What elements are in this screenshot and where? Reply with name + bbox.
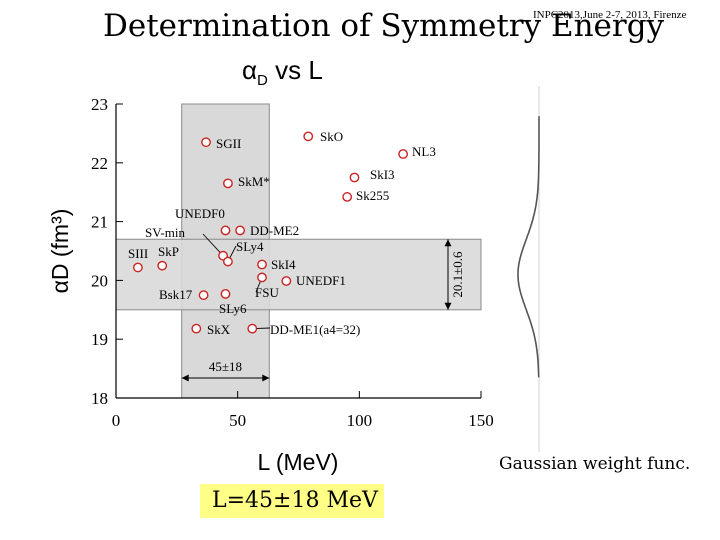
chart-heading: αD vs L: [242, 55, 323, 89]
point-label-sgii: SGII: [216, 136, 241, 151]
point-ski3: [349, 172, 360, 183]
point-label-sly6: SLy6: [219, 301, 247, 316]
point-label-ski4: SkI4: [271, 257, 296, 272]
point-label-siii: SIII: [128, 246, 148, 261]
x-axis-title: L (MeV): [258, 449, 339, 475]
point-sly4: [223, 256, 233, 267]
leader-sv-min: [202, 233, 224, 257]
gaussian-curve-path: [517, 116, 540, 378]
x-tick-label-0: 0: [112, 411, 121, 430]
point-label-skm: SkM*: [238, 174, 270, 189]
chart-heading-alpha: α: [242, 55, 258, 85]
point-nl3: [398, 149, 409, 159]
point-sgii: [201, 137, 211, 148]
point-label-dd-me1-a4-32: DD-ME1(a4=32): [270, 322, 360, 337]
point-label-sko: SkO: [320, 129, 343, 144]
L-range-label: 45±18: [209, 359, 242, 374]
axis-labels: L (MeV) αD (fm³): [47, 209, 338, 475]
axis-ticks: 18 19 20 21 22 23 0 50 100 150: [91, 95, 494, 430]
y-tick-label-22: 22: [91, 154, 108, 173]
point-skm: [223, 178, 233, 189]
point-label-nl3: NL3: [412, 144, 436, 159]
chart-heading-suffix: vs L: [267, 55, 323, 85]
point-ski4: [257, 259, 267, 270]
x-tick-label-100: 100: [347, 411, 373, 430]
y-tick-label-23: 23: [91, 95, 108, 114]
point-skx: [191, 323, 202, 334]
point-sko: [303, 131, 314, 142]
slide-title: Determination of Symmetry Energy: [103, 8, 665, 44]
point-unedf1: [281, 276, 292, 286]
y-tick-label-20: 20: [91, 271, 108, 290]
point-dd-me2: [235, 225, 246, 236]
gaussian-weight-label: Gaussian weight func.: [499, 454, 691, 474]
point-label-unedf1: UNEDF1: [296, 273, 346, 288]
point-sk255: [342, 192, 353, 202]
data-point-labels: SGII SkO NL3 SkM* SkI3 Sk255 UNEDF0 DD-ME2 SV-mi…: [128, 129, 436, 337]
point-label-sk255: Sk255: [356, 188, 389, 203]
alphaD-range-label: 20.1±0.6: [450, 251, 465, 298]
alphaD-band: [115, 238, 482, 311]
uncertainty-bands: [115, 103, 482, 399]
point-bsk17: [198, 290, 209, 300]
point-skp: [157, 260, 168, 271]
y-tick-label-18: 18: [91, 389, 108, 408]
point-label-ski3: SkI3: [370, 167, 395, 182]
point-label-skp: SkP: [158, 244, 179, 259]
y-tick-label-19: 19: [91, 330, 108, 349]
point-unedf0: [220, 225, 231, 236]
band-annotations: 45±18 20.1±0.6: [181, 239, 465, 382]
x-tick-label-150: 150: [468, 411, 494, 430]
point-label-sly4: SLy4: [236, 239, 264, 254]
point-label-sv-min: SV-min: [145, 225, 185, 240]
y-axis-title: αD (fm³): [47, 209, 73, 294]
point-siii: [132, 262, 143, 273]
point-label-skx: SkX: [207, 322, 231, 337]
result-box: L=45±18 MeV: [200, 484, 384, 518]
point-dd-me1-a4-32: [247, 323, 258, 334]
point-label-bsk17: Bsk17: [159, 287, 193, 302]
point-label-dd-me2: DD-ME2: [250, 223, 299, 238]
y-tick-label-21: 21: [91, 213, 108, 232]
point-label-unedf0: UNEDF0: [175, 206, 225, 221]
chart-heading-subscript: D: [257, 72, 268, 90]
x-tick-label-50: 50: [229, 411, 246, 430]
conference-note: INPC2013,June 2-7, 2013, Firenze: [533, 9, 687, 21]
point-fsu: [257, 272, 267, 283]
gaussian-curve: [517, 86, 540, 452]
data-points: [132, 131, 409, 334]
plot-frame: [115, 104, 481, 399]
point-label-fsu: FSU: [255, 285, 279, 300]
point-sly6: [220, 289, 231, 299]
